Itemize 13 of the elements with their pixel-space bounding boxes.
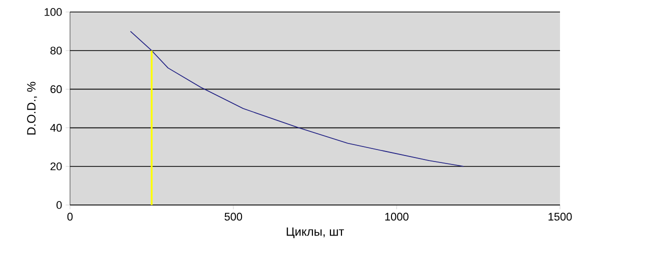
x-tick-label: 1500 [548, 212, 572, 221]
x-tick-label: 1000 [385, 212, 408, 221]
x-tick-label: 500 [224, 212, 242, 221]
y-axis-title: D.O.D., % [27, 82, 37, 135]
x-tick-label: 0 [67, 212, 73, 221]
y-tick-label: 60 [50, 85, 62, 94]
y-tick-label: 100 [44, 8, 62, 16]
x-axis-title: Циклы, шт [286, 227, 344, 238]
y-tick-label: 80 [50, 46, 62, 54]
line-series [130, 30, 464, 167]
y-tick-label: 0 [56, 201, 62, 209]
y-tick-label: 40 [50, 124, 62, 132]
y-tick-label: 20 [50, 162, 62, 170]
